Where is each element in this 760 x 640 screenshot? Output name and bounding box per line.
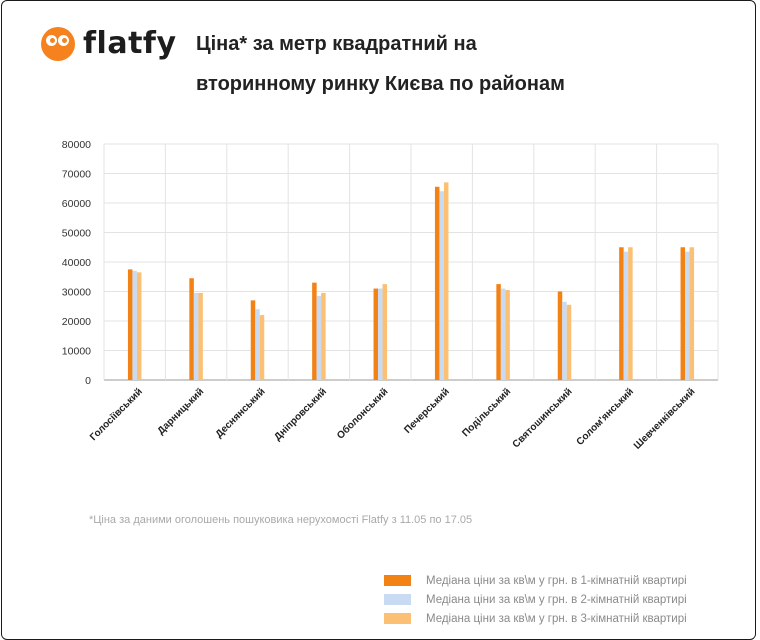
chart-title-line-1: Ціна* за метр квадратний на bbox=[196, 33, 477, 55]
flatfy-logo: flatfy bbox=[41, 26, 177, 61]
x-tick-label: Святошинський bbox=[511, 386, 575, 450]
bar-chart: 0 10000 20000 30000 40000 50000 60000 70000 8000… bbox=[62, 139, 719, 452]
bar-series-1 bbox=[557, 291, 563, 380]
y-tick-label: 70000 bbox=[62, 169, 91, 181]
bar-series-3 bbox=[628, 247, 633, 380]
y-tick-label: 30000 bbox=[62, 287, 91, 299]
bar-series-3 bbox=[198, 292, 203, 380]
bar-series-2 bbox=[623, 251, 629, 380]
bar-series-3 bbox=[689, 247, 695, 380]
bar-series-2 bbox=[685, 251, 690, 380]
legend-swatch-series-1 bbox=[384, 575, 411, 586]
y-tick-label: 0 bbox=[85, 375, 91, 387]
x-tick-label: Дніпровський bbox=[272, 386, 329, 443]
bar-series-1 bbox=[434, 186, 440, 380]
bar-series-2 bbox=[562, 301, 567, 380]
bar-series-1 bbox=[127, 269, 133, 380]
x-tick-label: Солом'янський bbox=[575, 386, 636, 447]
bar-series-3 bbox=[382, 284, 388, 380]
bar-series-2 bbox=[316, 295, 322, 380]
bar-series-1 bbox=[373, 288, 379, 380]
y-tick-label: 60000 bbox=[62, 198, 91, 210]
footnote: *Ціна за даними оголошень пошуковика нер… bbox=[89, 514, 473, 526]
bar-series-3 bbox=[566, 304, 572, 380]
bar-series-2 bbox=[500, 288, 506, 380]
legend-swatch-series-3 bbox=[384, 613, 411, 624]
x-tick-label: Печерський bbox=[402, 386, 451, 435]
bar-series-2 bbox=[132, 270, 137, 380]
y-tick-label: 40000 bbox=[62, 257, 91, 269]
x-tick-label: Голосіївський bbox=[88, 386, 145, 443]
bar-series-3 bbox=[443, 182, 449, 380]
x-tick-label: Шевченківський bbox=[632, 386, 697, 451]
legend-item-series-2: Медіана ціни за кв\м у грн. в 2-кімнатні… bbox=[384, 590, 687, 609]
bar-series-3 bbox=[321, 292, 326, 380]
legend: Медіана ціни за кв\м у грн. в 1-кімнатні… bbox=[384, 571, 687, 628]
bar-series-3 bbox=[505, 290, 510, 380]
x-tick-label: Деснянський bbox=[214, 386, 268, 440]
y-tick-label: 10000 bbox=[62, 346, 91, 358]
legend-item-series-1: Медіана ціни за кв\м у грн. в 1-кімнатні… bbox=[384, 571, 687, 590]
legend-swatch-series-2 bbox=[384, 594, 411, 605]
bar-series-1 bbox=[680, 247, 686, 380]
y-tick-label: 50000 bbox=[62, 228, 91, 240]
bar-series-1 bbox=[312, 282, 317, 380]
legend-label-series-3: Медіана ціни за кв\м у грн. в 3-кімнатні… bbox=[426, 612, 687, 625]
bar-series-3 bbox=[136, 272, 142, 380]
bar-series-2 bbox=[255, 309, 260, 380]
y-tick-label: 80000 bbox=[62, 139, 91, 151]
bar-series-1 bbox=[619, 247, 624, 380]
legend-label-series-2: Медіана ціни за кв\м у грн. в 2-кімнатні… bbox=[426, 593, 687, 606]
legend-label-series-1: Медіана ціни за кв\м у грн. в 1-кімнатні… bbox=[426, 574, 687, 587]
brand-name: flatfy bbox=[83, 26, 177, 61]
bar-series-2 bbox=[439, 191, 444, 380]
bar-series-2 bbox=[193, 292, 199, 380]
y-tick-label: 20000 bbox=[62, 316, 91, 328]
chart-title-line-2: вторинному ринку Києва по районам bbox=[196, 73, 565, 95]
bar-series-1 bbox=[189, 278, 194, 380]
owl-eyes-icon bbox=[41, 26, 75, 61]
legend-item-series-3: Медіана ціни за кв\м у грн. в 3-кімнатні… bbox=[384, 609, 687, 628]
x-tick-label: Подільський bbox=[460, 386, 513, 439]
bar-series-1 bbox=[496, 284, 501, 380]
bar-series-2 bbox=[378, 288, 383, 380]
x-tick-label: Дарницький bbox=[156, 386, 207, 437]
bar-series-1 bbox=[250, 300, 256, 380]
bar-series-3 bbox=[259, 315, 265, 380]
x-tick-label: Оболонський bbox=[334, 386, 390, 442]
